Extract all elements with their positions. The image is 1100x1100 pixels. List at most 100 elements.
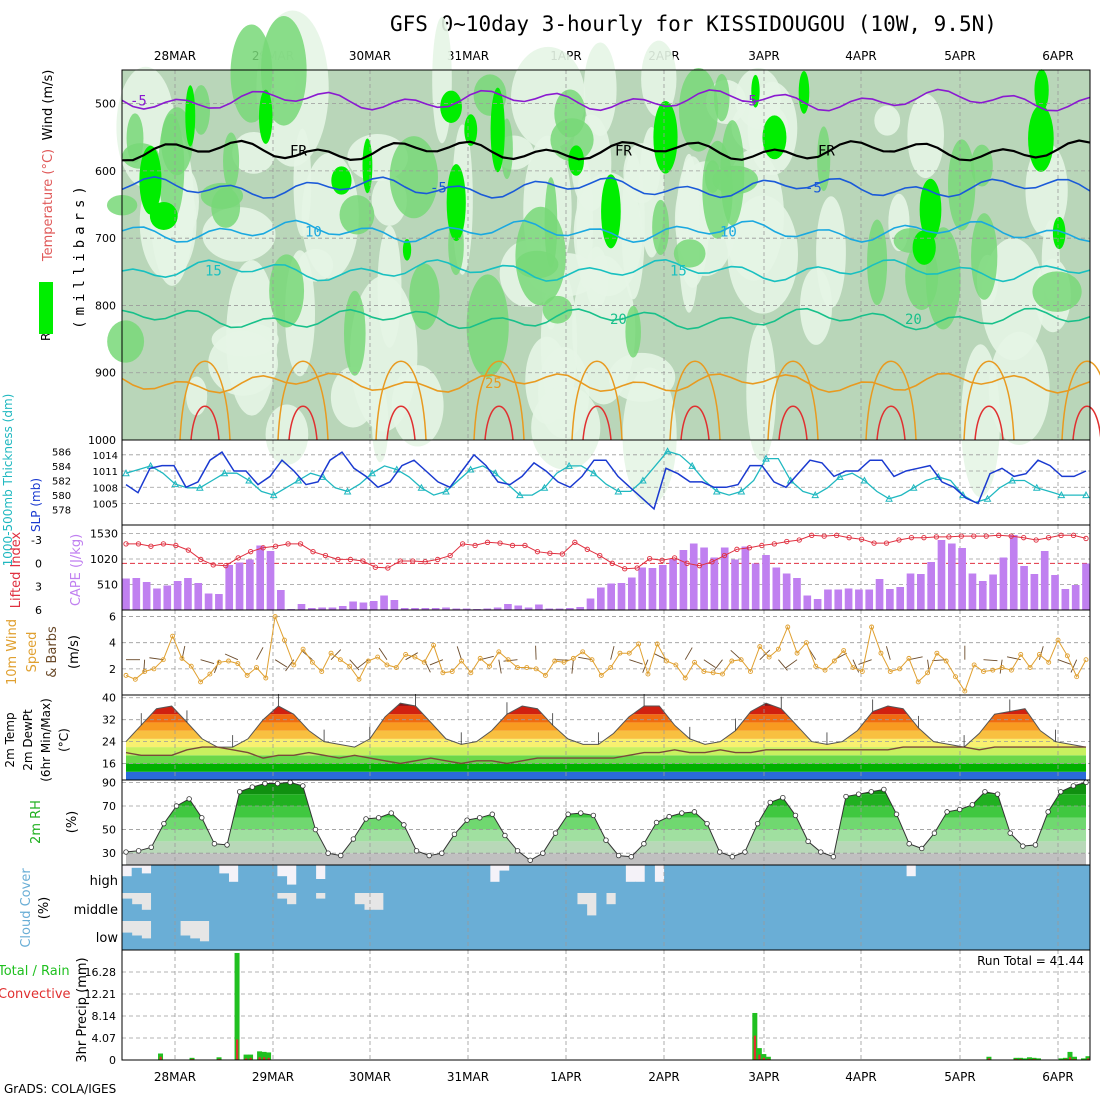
wind-barb [1070, 659, 1078, 673]
precip-total-bar [756, 1048, 762, 1060]
precip-total-bar [1026, 1057, 1032, 1060]
cloud-bar [286, 904, 297, 921]
lifted-index-marker [210, 562, 216, 568]
rh-moist-patch [192, 85, 211, 135]
wind-speed-marker [766, 654, 772, 660]
cloud-bar [983, 893, 994, 921]
rh-moist-patch [673, 239, 706, 268]
date-label-bottom: 5APR [944, 1070, 975, 1084]
rh-marker [982, 789, 988, 795]
cloud-bar [276, 876, 288, 893]
cloud-bar [257, 921, 268, 950]
precip-convective-bar [753, 1035, 757, 1060]
isotherm-bulge-hot [778, 405, 808, 441]
lifted-index-marker [833, 532, 840, 538]
cape-bar [328, 607, 337, 610]
thickness-marker [269, 491, 278, 499]
lifted-index-marker [272, 543, 279, 549]
cloud-bar [838, 865, 849, 893]
cloud-bar [441, 893, 452, 921]
cloud-bar [499, 870, 510, 893]
precip-total-bar [1071, 1056, 1077, 1060]
lifted-index-marker [846, 535, 852, 541]
lifted-index-marker [1021, 535, 1027, 541]
cloud-bar [983, 865, 994, 893]
cloud-bar [1051, 893, 1062, 921]
rh-moist-patch [466, 274, 509, 378]
cape-bar [153, 588, 161, 610]
lifted-index-marker [248, 549, 254, 555]
rh-marker [439, 850, 445, 856]
contour-label: -5 [740, 93, 757, 109]
cloud-bar [576, 865, 588, 893]
rh-marker [868, 789, 874, 795]
isotherm-contour [121, 258, 1091, 283]
cloud-bar [160, 893, 171, 921]
lifted-index-marker [1045, 535, 1052, 541]
isotherm-bulge-hot [974, 405, 1004, 441]
cloud-bar [509, 865, 520, 893]
lifted-index-marker [958, 533, 964, 539]
date-label-bottom: 3APR [748, 1070, 779, 1084]
cloud-bar [431, 921, 442, 950]
date-label-bottom: 6APR [1042, 1070, 1073, 1084]
cape-bar [886, 589, 894, 610]
rh-marker [274, 780, 281, 787]
ytick-label: 900 [95, 367, 116, 380]
cloud-bar [567, 921, 578, 950]
cloud-bar [993, 865, 1004, 893]
cape-bar [627, 577, 636, 610]
rh-marker [1007, 830, 1013, 836]
cloud-bar [296, 921, 307, 950]
title: GFS 0~10day 3-hourly for KISSIDOUGOU (10… [390, 12, 997, 36]
wind-speed-marker [897, 666, 903, 672]
cloud-bar [480, 893, 491, 921]
ytick-label-left: 580 [52, 491, 71, 502]
slp-line [125, 451, 1087, 511]
cloud-bar [1080, 865, 1091, 893]
precip-total-bar [1080, 1058, 1086, 1060]
run-total-label: Run Total = 41.44 [977, 954, 1084, 968]
cape-bar [411, 608, 419, 610]
cape-bar [834, 589, 843, 610]
ytick-label: 8.14 [92, 1010, 117, 1023]
rh-marker [186, 796, 192, 802]
cloud-bar [809, 921, 820, 950]
cloud-bar [315, 921, 326, 950]
cloud-bar [393, 921, 404, 950]
lifted-index-marker [971, 533, 977, 539]
wind-speed-marker [459, 658, 464, 664]
cloud-bar [305, 921, 317, 950]
temp-band [126, 747, 1086, 756]
wind-barb [330, 649, 342, 661]
wind-speed-marker [664, 658, 670, 664]
cloud-bar [596, 865, 607, 893]
precip-total-bar [266, 1052, 272, 1060]
panel-frame [121, 949, 1091, 1061]
cloud-bar [935, 921, 946, 950]
rh-marker [754, 820, 761, 827]
precip-convective-bar [159, 1056, 162, 1060]
thickness-marker [417, 483, 426, 491]
cloud-bar [964, 921, 975, 950]
lifted-index-marker [584, 546, 590, 552]
cloud-bar [334, 893, 346, 921]
wind-speed-marker [179, 655, 185, 661]
date-label-top: 30MAR [349, 49, 391, 63]
ytick-label-left: 3 [35, 581, 42, 594]
thickness-marker [122, 469, 130, 477]
cape-bar [390, 600, 399, 610]
cloud-bar [693, 921, 704, 950]
wind-speed-marker [580, 649, 586, 655]
lifted-index-marker [908, 535, 915, 541]
cape-bar [1040, 551, 1049, 610]
rh-moist-patch [1032, 271, 1082, 312]
isotherm-bulge [473, 360, 525, 441]
wind-speed-marker [598, 672, 604, 678]
temp-band [126, 738, 1086, 748]
temp-band [126, 722, 1086, 731]
cape-bar [452, 608, 461, 610]
rh-saturated-patch [331, 166, 352, 195]
cloud-bar [1002, 893, 1014, 921]
lifted-index-marker [709, 559, 715, 565]
